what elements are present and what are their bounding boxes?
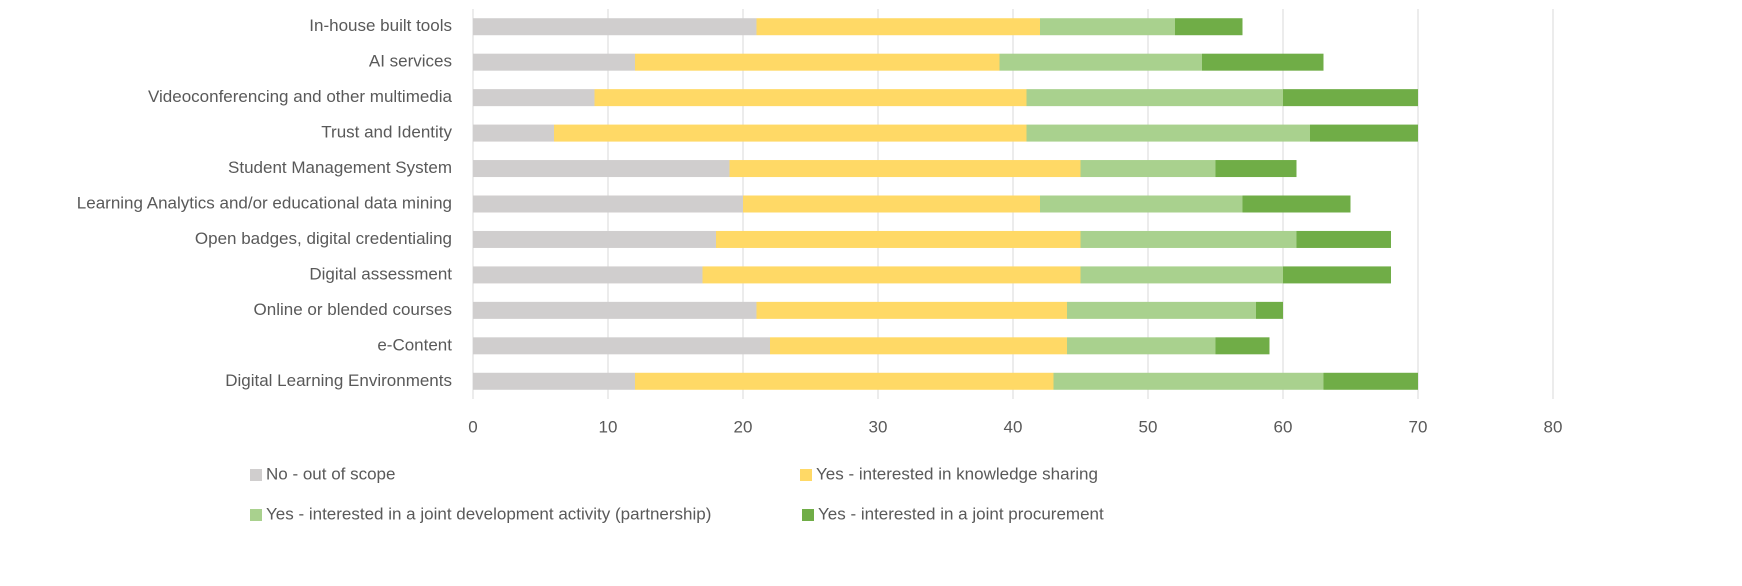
- bar-segment: [999, 53, 1202, 71]
- bar-segment: [594, 89, 1027, 107]
- legend-label: Yes - interested in a joint procurement: [818, 504, 1104, 523]
- y-tick-label: Online or blended courses: [254, 300, 452, 319]
- legend-swatch: [250, 469, 262, 481]
- y-tick-label: Digital assessment: [309, 264, 452, 283]
- y-tick-label: Student Management System: [228, 158, 452, 177]
- bar-segment: [473, 53, 635, 71]
- bar-segment: [1040, 195, 1243, 213]
- y-tick-label: Open badges, digital credentialing: [195, 229, 452, 248]
- bar-segment: [756, 301, 1067, 319]
- bar-segment: [1215, 337, 1270, 355]
- bar-segment: [473, 195, 743, 213]
- bar-segment: [1323, 372, 1418, 390]
- bar-segment: [1067, 301, 1256, 319]
- y-tick-label: Videoconferencing and other multimedia: [148, 87, 453, 106]
- bar-segment: [1296, 230, 1391, 248]
- bar-segment: [1310, 124, 1418, 142]
- bar-segment: [1256, 301, 1283, 319]
- bar-segment: [473, 160, 730, 178]
- bar-segment: [473, 89, 595, 107]
- legend-label: Yes - interested in a joint development …: [266, 504, 711, 523]
- legend-label: Yes - interested in knowledge sharing: [816, 464, 1098, 483]
- y-tick-label: e-Content: [377, 335, 452, 354]
- bar-segment: [1242, 195, 1351, 213]
- x-tick-label: 70: [1409, 417, 1428, 436]
- bar-segment: [1215, 160, 1297, 178]
- bar-segment: [1067, 337, 1216, 355]
- bar-segment: [1040, 18, 1175, 36]
- bar-segment: [473, 266, 703, 284]
- bar-segment: [635, 53, 1000, 71]
- y-tick-label: In-house built tools: [309, 16, 452, 35]
- x-tick-label: 60: [1274, 417, 1293, 436]
- bar-segment: [716, 230, 1081, 248]
- x-tick-label: 40: [1004, 417, 1023, 436]
- bar-segment: [1283, 89, 1418, 107]
- x-tick-label: 20: [734, 417, 753, 436]
- bar-segment: [770, 337, 1067, 355]
- bar-segment: [1283, 266, 1391, 284]
- legend-swatch: [802, 509, 814, 521]
- bar-segment: [1053, 372, 1324, 390]
- bar-segment: [702, 266, 1081, 284]
- bar-segment: [473, 124, 554, 142]
- bar-segment: [554, 124, 1027, 142]
- bar-segment: [1080, 266, 1283, 284]
- bar-segment: [1080, 230, 1297, 248]
- bar-segment: [1026, 124, 1310, 142]
- legend-label: No - out of scope: [266, 464, 395, 483]
- legend-swatch: [800, 469, 812, 481]
- x-tick-label: 80: [1544, 417, 1563, 436]
- y-tick-label: Trust and Identity: [321, 123, 452, 142]
- bar-segment: [473, 337, 770, 355]
- bar-segment: [473, 301, 757, 319]
- bar-segment: [473, 18, 757, 36]
- x-tick-label: 50: [1139, 417, 1158, 436]
- bar-segment: [1080, 160, 1216, 178]
- bar-segment: [1202, 53, 1324, 71]
- x-tick-label: 0: [468, 417, 477, 436]
- bar-segment: [743, 195, 1040, 213]
- bar-segment: [756, 18, 1040, 36]
- x-tick-label: 30: [869, 417, 888, 436]
- bar-segment: [635, 372, 1054, 390]
- bar-segment: [473, 372, 635, 390]
- bar-segment: [473, 230, 716, 248]
- y-tick-label: Digital Learning Environments: [225, 371, 452, 390]
- bar-segment: [1026, 89, 1283, 107]
- legend-swatch: [250, 509, 262, 521]
- bar-segment: [729, 160, 1081, 178]
- x-tick-label: 10: [599, 417, 618, 436]
- y-tick-label: AI services: [369, 52, 452, 71]
- y-tick-label: Learning Analytics and/or educational da…: [77, 193, 452, 212]
- bar-segment: [1175, 18, 1243, 36]
